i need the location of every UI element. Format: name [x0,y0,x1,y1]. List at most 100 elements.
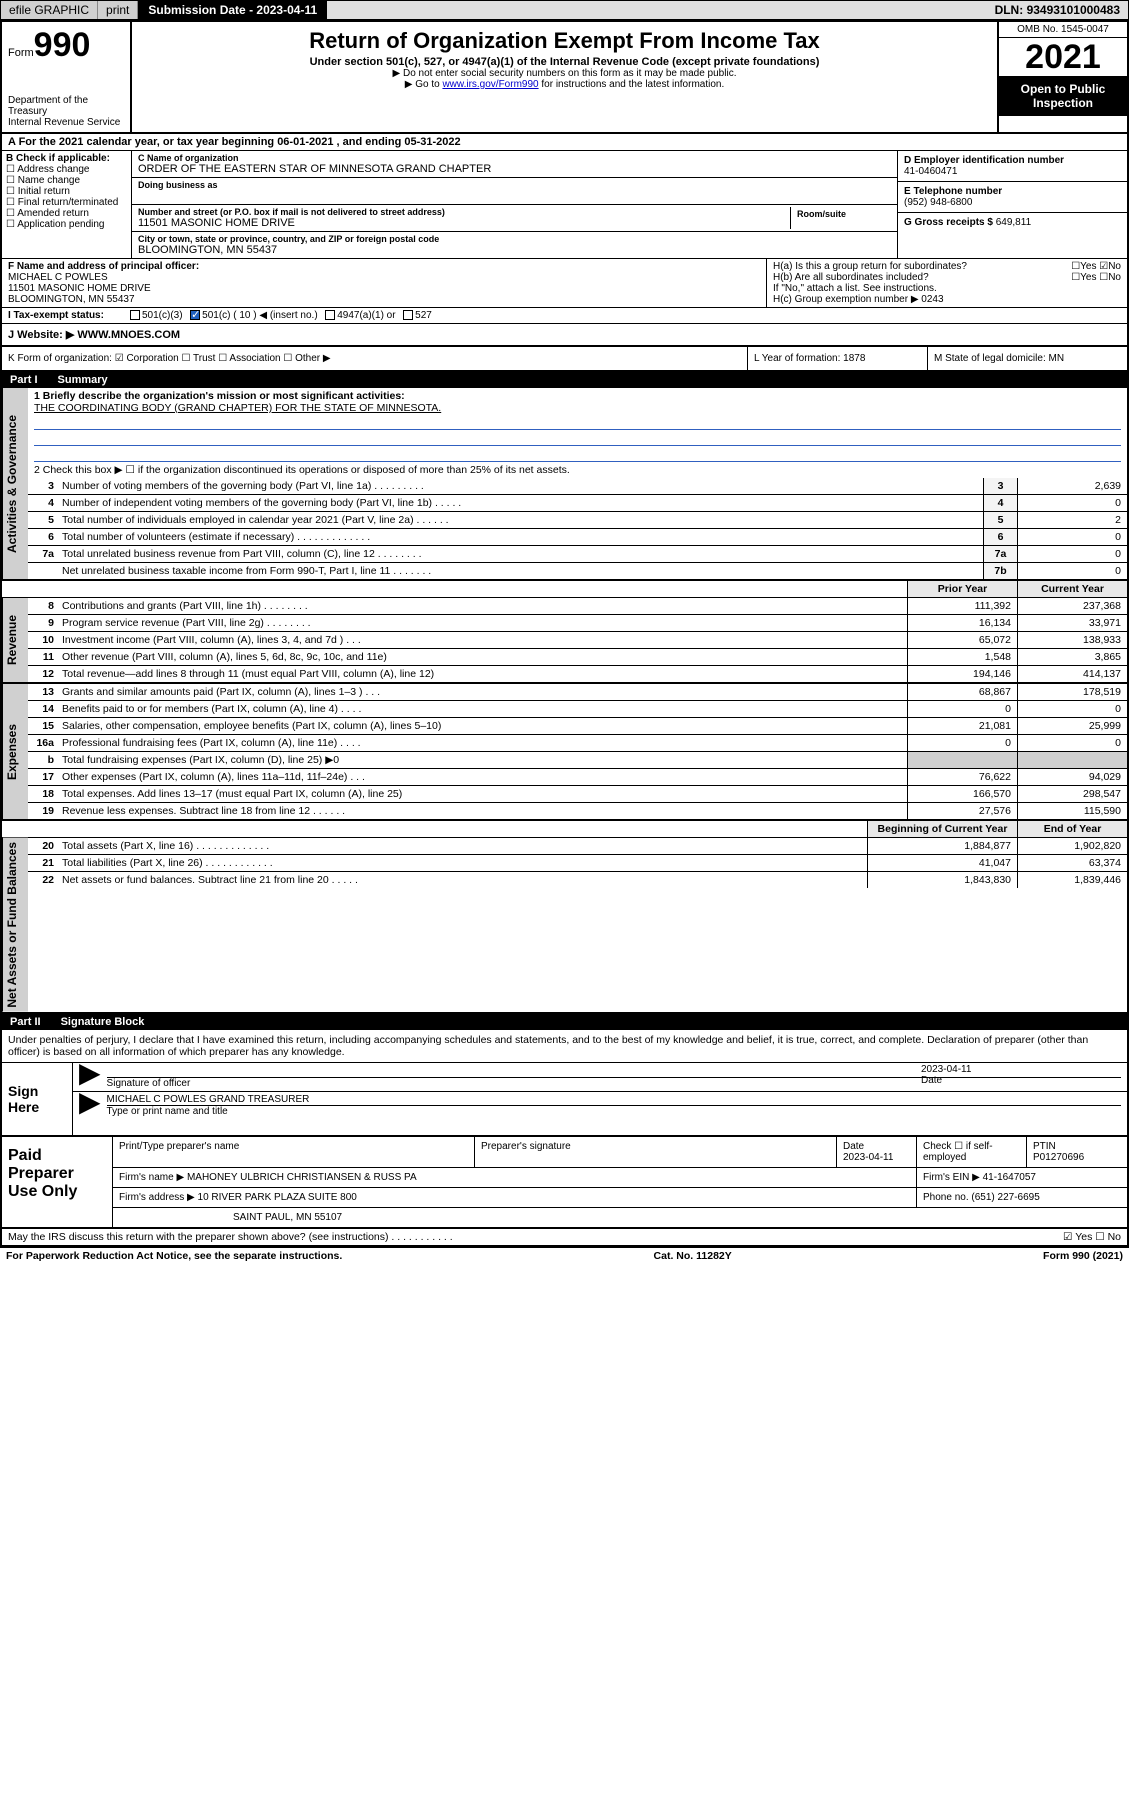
chk-4947[interactable] [325,310,335,320]
prep-date: 2023-04-11 [843,1152,893,1163]
form-title: Return of Organization Exempt From Incom… [140,28,989,54]
dln: DLN: 93493101000483 [987,1,1128,19]
gross-receipts-value: 649,811 [996,217,1031,228]
preparer-sig-lbl: Preparer's signature [475,1137,837,1167]
officer-label: F Name and address of principal officer: [8,261,760,272]
chk-501c[interactable] [190,310,200,320]
ha-answer: Yes ☑No [1080,261,1121,272]
summary-row: Net unrelated business taxable income fr… [28,563,1127,579]
finance-row: 21Total liabilities (Part X, line 26) . … [28,855,1127,872]
tax-year: 2021 [999,38,1127,76]
klm-row: K Form of organization: ☑ Corporation ☐ … [2,347,1127,372]
firm-ein: 41-1647057 [983,1172,1036,1183]
hb-answer: Yes ☐No [1080,272,1121,283]
chk-501c3[interactable] [130,310,140,320]
preparer-name-lbl: Print/Type preparer's name [113,1137,475,1167]
officer-addr2: BLOOMINGTON, MN 55437 [8,294,760,305]
finance-row: 16aProfessional fundraising fees (Part I… [28,735,1127,752]
form-word: Form [8,47,34,59]
street-address: 11501 MASONIC HOME DRIVE [138,217,790,229]
vtab-governance: Activities & Governance [2,388,28,579]
finance-row: 20Total assets (Part X, line 16) . . . .… [28,838,1127,855]
chk-527[interactable] [403,310,413,320]
summary-row: 6Total number of volunteers (estimate if… [28,529,1127,546]
city-label: City or town, state or province, country… [138,234,891,244]
th-prior-current: Prior Year Current Year [28,581,1127,597]
form-number: 990 [34,26,91,64]
arrow-icon: ▶ [79,1094,107,1117]
finance-row: bTotal fundraising expenses (Part IX, co… [28,752,1127,769]
chk-final-return[interactable]: Final return/terminated [6,197,127,208]
paperwork-notice: For Paperwork Reduction Act Notice, see … [6,1250,342,1262]
irs-label: Internal Revenue Service [8,117,124,128]
state-domicile: M State of legal domicile: MN [927,347,1127,370]
phone-label: E Telephone number [904,186,1121,197]
ein-value: 41-0460471 [904,166,1121,177]
hb-label: H(b) Are all subordinates included? [773,272,929,283]
summary-row: 4Number of independent voting members of… [28,495,1127,512]
public-inspection: Open to Public Inspection [999,76,1127,116]
th-boy-eoy: Beginning of Current Year End of Year [28,821,1127,837]
chk-app-pending[interactable]: Application pending [6,219,127,230]
addr-label: Number and street (or P.O. box if mail i… [138,207,790,217]
sign-here-block: Sign Here ▶ Signature of officer 2023-04… [2,1063,1127,1137]
firm-addr: 10 RIVER PARK PLAZA SUITE 800 [198,1192,357,1203]
finance-row: 13Grants and similar amounts paid (Part … [28,684,1127,701]
irs-link[interactable]: www.irs.gov/Form990 [442,79,538,90]
chk-amended[interactable]: Amended return [6,208,127,219]
vtab-net-assets: Net Assets or Fund Balances [2,838,28,1012]
website-row: J Website: ▶ WWW.MNOES.COM [2,324,1127,347]
summary-row: 3Number of voting members of the governi… [28,478,1127,495]
chk-initial-return[interactable]: Initial return [6,186,127,197]
print-button[interactable]: print [98,1,138,19]
signature-line[interactable]: Signature of officer [107,1077,921,1089]
discuss-question: May the IRS discuss this return with the… [8,1231,453,1243]
form-of-org: K Form of organization: ☑ Corporation ☐ … [2,347,747,370]
finance-row: 18Total expenses. Add lines 13–17 (must … [28,786,1127,803]
summary-row: 7aTotal unrelated business revenue from … [28,546,1127,563]
ha-label: H(a) Is this a group return for subordin… [773,261,967,272]
vtab-revenue: Revenue [2,598,28,682]
entity-block: B Check if applicable: Address change Na… [2,151,1127,259]
q1-mission: THE COORDINATING BODY (GRAND CHAPTER) FO… [34,402,1121,414]
cat-no: Cat. No. 11282Y [654,1250,732,1262]
sign-date: 2023-04-11 [921,1064,1121,1075]
firm-name: MAHONEY ULBRICH CHRISTIANSEN & RUSS PA [187,1172,417,1183]
preparer-label: Paid Preparer Use Only [2,1137,112,1227]
org-name: ORDER OF THE EASTERN STAR OF MINNESOTA G… [138,163,891,175]
phone-value: (952) 948-6800 [904,197,1121,208]
finance-row: 9Program service revenue (Part VIII, lin… [28,615,1127,632]
fghij-block: F Name and address of principal officer:… [2,259,1127,308]
firm-phone: (651) 227-6695 [971,1192,1039,1203]
finance-row: 15Salaries, other compensation, employee… [28,718,1127,735]
self-employed-chk[interactable]: Check ☐ if self-employed [917,1137,1027,1167]
dba-label: Doing business as [138,180,891,190]
form-subtitle: Under section 501(c), 527, or 4947(a)(1)… [140,56,989,68]
part2-header: Part IISignature Block [2,1014,1127,1030]
gross-receipts-label: G Gross receipts $ [904,217,993,228]
omb-number: OMB No. 1545-0047 [999,22,1127,38]
instructions-link: Go to www.irs.gov/Form990 for instructio… [140,79,989,90]
ssn-warning: Do not enter social security numbers on … [140,68,989,79]
room-label: Room/suite [797,209,885,219]
submission-label: Submission Date - 2023-04-11 [138,1,327,19]
finance-row: 19Revenue less expenses. Subtract line 1… [28,803,1127,819]
finance-row: 17Other expenses (Part IX, column (A), l… [28,769,1127,786]
officer-name: MICHAEL C POWLES [8,272,760,283]
form-header: Form990 Department of the Treasury Inter… [2,22,1127,134]
hb-note: If "No," attach a list. See instructions… [773,283,1121,294]
finance-row: 12Total revenue—add lines 8 through 11 (… [28,666,1127,682]
vtab-expenses: Expenses [2,684,28,819]
row-a-period: A For the 2021 calendar year, or tax yea… [2,134,1127,151]
ein-label: D Employer identification number [904,155,1121,166]
firm-city: SAINT PAUL, MN 55107 [113,1208,1127,1227]
dept-label: Department of the Treasury [8,95,124,117]
city-state-zip: BLOOMINGTON, MN 55437 [138,244,891,256]
finance-row: 22Net assets or fund balances. Subtract … [28,872,1127,888]
form-footer: Form 990 (2021) [1043,1250,1123,1262]
chk-address-change[interactable]: Address change [6,164,127,175]
finance-row: 8Contributions and grants (Part VIII, li… [28,598,1127,615]
chk-name-change[interactable]: Name change [6,175,127,186]
website-url: WWW.MNOES.COM [77,329,180,341]
mission-block: 1 Briefly describe the organization's mi… [28,388,1127,478]
